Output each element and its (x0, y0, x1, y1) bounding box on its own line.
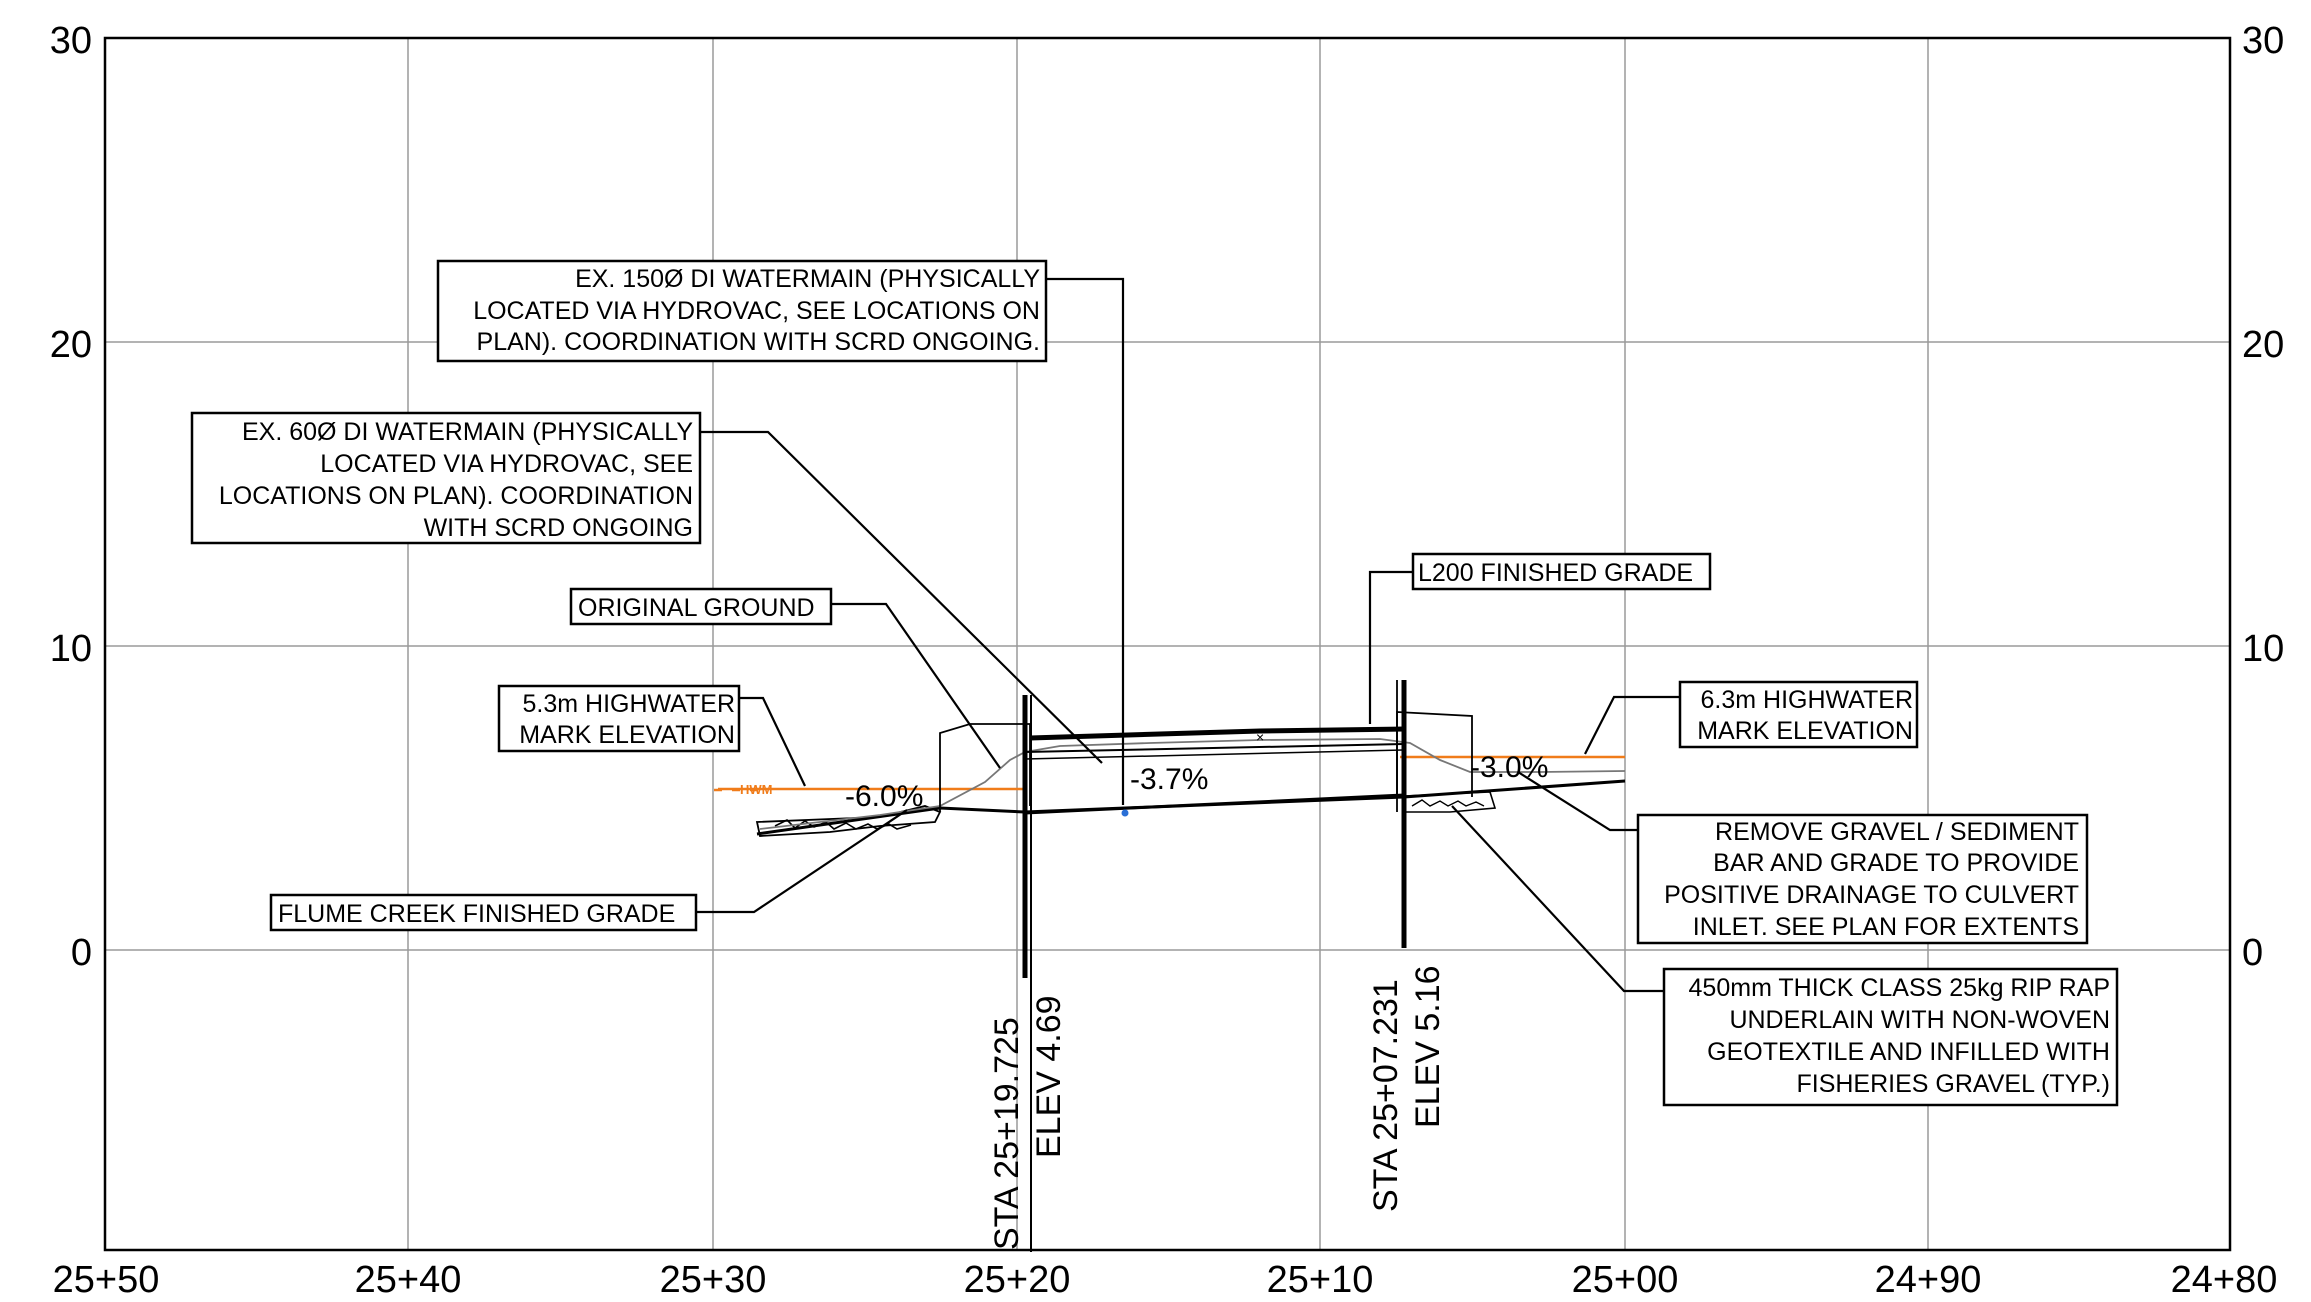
x-tick: 25+40 (355, 1259, 462, 1301)
callout-box (436, 259, 1048, 363)
riprap-left-texture (774, 819, 912, 830)
callout-text-line: UNDERLAIN WITH NON-WOVEN (1729, 1006, 2110, 1034)
x-tick: 25+00 (1572, 1259, 1679, 1301)
callout-leader (1517, 771, 1638, 832)
station-inlet-elev: ELEV 4.69 (1030, 995, 1068, 1158)
callout-watermain-60: EX. 60Ø DI WATERMAIN (PHYSICALLY LOCATED… (190, 411, 1103, 764)
callout-text-line: POSITIVE DRAINAGE TO CULVERT (1664, 881, 2079, 909)
station-labels: STA 25+19.725 ELEV 4.69 STA 25+07.231 EL… (988, 965, 1447, 1250)
callout-highwater-left: 5.3m HIGHWATER MARK ELEVATION (497, 684, 806, 787)
callout-watermain-150: EX. 150Ø DI WATERMAIN (PHYSICALLY LOCATE… (436, 259, 1125, 805)
y-tick-left: 30 (50, 20, 92, 62)
culvert-invert (1024, 793, 1405, 815)
callout-text-line: WITH SCRD ONGOING (424, 514, 693, 542)
callout-text-line: EX. 150Ø DI WATERMAIN (PHYSICALLY (575, 265, 1040, 293)
callout-leader (1046, 277, 1125, 805)
callout-box (1636, 813, 2089, 945)
callout-original-ground: ORIGINAL GROUND (569, 587, 1001, 769)
station-outlet-elev: ELEV 5.16 (1409, 965, 1447, 1128)
callout-text-line: FISHERIES GRAVEL (TYP.) (1796, 1070, 2110, 1098)
l200-finished-grade (1029, 726, 1405, 741)
callout-text-line: LOCATED VIA HYDROVAC, SEE LOCATIONS ON (473, 297, 1040, 325)
watermain-150-marker (1121, 809, 1129, 817)
grade-left: -6.0% (845, 780, 923, 813)
callout-text: FLUME CREEK FINISHED GRADE (278, 900, 675, 928)
callout-box (497, 684, 741, 753)
grade-labels: -6.0% -3.7% -3.0% (845, 751, 1548, 813)
y-tick-left: 0 (71, 932, 92, 974)
callout-text-line: 5.3m HIGHWATER (522, 690, 735, 718)
callout-leader (1368, 570, 1413, 724)
y-tick-left: 10 (50, 628, 92, 670)
callout-text-line: INLET. SEE PLAN FOR EXTENTS (1693, 913, 2079, 941)
y-tick-right: 10 (2242, 628, 2284, 670)
callout-text-line: EX. 60Ø DI WATERMAIN (PHYSICALLY (242, 418, 693, 446)
x-tick: 25+30 (660, 1259, 767, 1301)
callout-leader (1451, 805, 1664, 993)
watermain-60-marker: × (1256, 729, 1264, 745)
callout-l200: L200 FINISHED GRADE (1368, 552, 1712, 724)
callout-text-line: LOCATED VIA HYDROVAC, SEE (320, 450, 693, 478)
callout-leader (696, 809, 908, 914)
callout-leader (739, 696, 806, 787)
callout-text: ORIGINAL GROUND (578, 594, 815, 622)
hwm-tag: HWM (740, 782, 773, 797)
plot-frame (103, 36, 2232, 1252)
station-inlet-sta: STA 25+19.725 (988, 1017, 1026, 1250)
callout-text-line: 450mm THICK CLASS 25kg RIP RAP (1689, 974, 2110, 1002)
callout-flume-creek: FLUME CREEK FINISHED GRADE (269, 809, 908, 932)
callout-text-line: GEOTEXTILE AND INFILLED WITH (1707, 1038, 2110, 1066)
callout-remove-gravel: REMOVE GRAVEL / SEDIMENT BAR AND GRADE T… (1517, 771, 2089, 945)
axis-tick-labels: 30 20 10 0 30 20 10 0 25+50 25+40 25+30 … (50, 20, 2285, 1301)
x-tick: 25+50 (53, 1259, 160, 1301)
x-tick: 25+20 (964, 1259, 1071, 1301)
callout-text-line: REMOVE GRAVEL / SEDIMENT (1715, 818, 2079, 846)
station-outlet-sta: STA 25+07.231 (1367, 979, 1405, 1212)
y-tick-right: 20 (2242, 324, 2284, 366)
x-tick: 24+90 (1875, 1259, 1982, 1301)
y-tick-right: 30 (2242, 20, 2284, 62)
grade-middle: -3.7% (1130, 763, 1208, 796)
culvert-soffit-2 (1024, 749, 1405, 760)
riprap-right-texture (1411, 799, 1485, 807)
callout-leader (831, 602, 1001, 769)
callout-box (1662, 967, 2119, 1107)
callout-highwater-right: 6.3m HIGHWATER MARK ELEVATION (1584, 680, 1919, 755)
callout-text: L200 FINISHED GRADE (1418, 559, 1693, 587)
callout-box (1678, 680, 1919, 749)
grade-right: -3.0% (1470, 751, 1548, 784)
callout-leader (1584, 695, 1680, 755)
callout-box (569, 587, 833, 626)
y-tick-left: 20 (50, 324, 92, 366)
stream-bank-right (1396, 711, 1473, 797)
x-tick: 24+80 (2171, 1259, 2278, 1301)
callout-leader (700, 430, 1103, 764)
callout-box (190, 411, 702, 545)
callout-text-line: PLAN). COORDINATION WITH SCRD ONGOING. (477, 328, 1040, 356)
callout-text-line: MARK ELEVATION (519, 721, 735, 749)
original-ground (759, 738, 1626, 830)
callout-rip-rap: 450mm THICK CLASS 25kg RIP RAP UNDERLAIN… (1451, 805, 2119, 1107)
y-tick-right: 0 (2242, 932, 2263, 974)
callout-text-line: LOCATIONS ON PLAN). COORDINATION (219, 482, 693, 510)
profile-geometry: HWM × (714, 680, 1626, 1252)
callout-text-line: 6.3m HIGHWATER (1700, 686, 1913, 714)
x-tick: 25+10 (1267, 1259, 1374, 1301)
callout-text-line: MARK ELEVATION (1697, 717, 1913, 745)
callout-text-line: BAR AND GRADE TO PROVIDE (1713, 849, 2079, 877)
